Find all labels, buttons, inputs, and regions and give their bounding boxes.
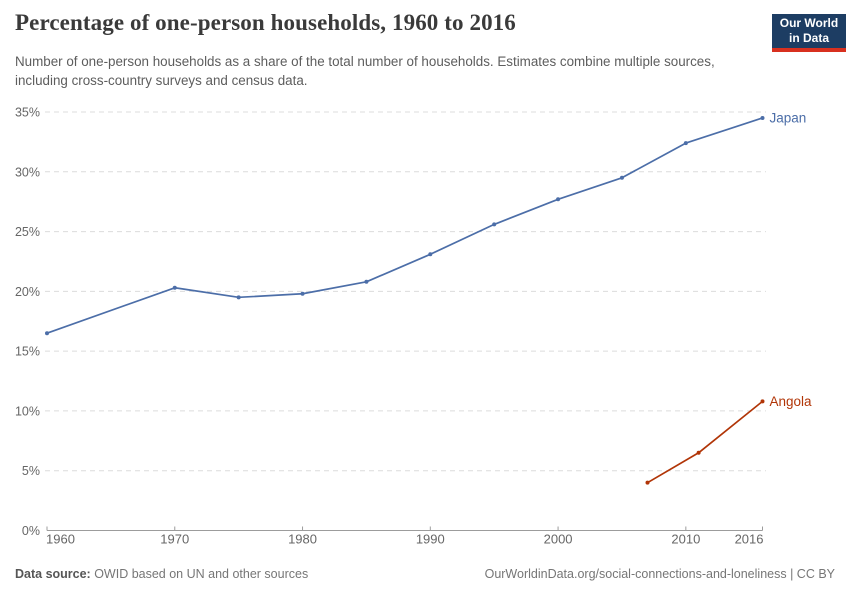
owid-logo[interactable]: Our World in Data bbox=[772, 14, 846, 52]
x-tick-label-2000: 2000 bbox=[544, 532, 573, 547]
x-tick-label-2010: 2010 bbox=[671, 532, 700, 547]
data-point-japan-1980[interactable] bbox=[300, 291, 305, 296]
data-point-japan-1985[interactable] bbox=[364, 279, 369, 284]
series-label-angola[interactable]: Angola bbox=[770, 394, 813, 409]
data-point-japan-2016[interactable] bbox=[760, 115, 765, 120]
y-tick-label-25: 25% bbox=[15, 225, 40, 239]
data-point-japan-1960[interactable] bbox=[45, 331, 49, 336]
owid-logo-line2: in Data bbox=[788, 31, 829, 45]
series-label-japan[interactable]: Japan bbox=[770, 110, 807, 125]
data-point-japan-2000[interactable] bbox=[556, 197, 561, 202]
data-point-angola-2016[interactable] bbox=[760, 399, 765, 404]
data-source-text: OWID based on UN and other sources bbox=[90, 567, 309, 581]
x-tick-label-2016: 2016 bbox=[735, 532, 764, 547]
chart-title: Percentage of one-person households, 196… bbox=[15, 10, 516, 35]
y-tick-label-0: 0% bbox=[22, 524, 40, 538]
x-tick-label-1990: 1990 bbox=[416, 532, 445, 547]
data-point-japan-2010[interactable] bbox=[683, 141, 688, 146]
y-tick-label-35: 35% bbox=[15, 106, 40, 120]
chart-footer: Data source: OWID based on UN and other … bbox=[15, 567, 835, 581]
data-point-japan-1995[interactable] bbox=[492, 222, 497, 227]
y-tick-label-10: 10% bbox=[15, 404, 40, 418]
data-point-japan-1990[interactable] bbox=[428, 252, 433, 257]
y-tick-label-15: 15% bbox=[15, 345, 40, 359]
x-tick-label-1980: 1980 bbox=[288, 532, 317, 547]
owid-logo-line1: Our World bbox=[779, 16, 839, 31]
data-source-note: Data source: OWID based on UN and other … bbox=[15, 567, 308, 581]
data-point-angola-2007[interactable] bbox=[645, 480, 650, 485]
data-point-japan-1970[interactable] bbox=[172, 285, 177, 290]
x-tick-label-1960: 1960 bbox=[46, 532, 75, 547]
y-tick-label-5: 5% bbox=[22, 464, 40, 478]
y-tick-label-20: 20% bbox=[15, 285, 40, 299]
data-point-angola-2011[interactable] bbox=[696, 450, 701, 455]
x-tick-label-1970: 1970 bbox=[160, 532, 189, 547]
chart-subtitle: Number of one-person households as a sha… bbox=[15, 54, 715, 89]
data-point-japan-2005[interactable] bbox=[619, 175, 624, 180]
data-source-label: Data source: bbox=[15, 567, 91, 581]
credit-link[interactable]: OurWorldinData.org/social-connections-an… bbox=[484, 567, 835, 581]
y-tick-label-30: 30% bbox=[15, 165, 40, 179]
data-point-japan-1975[interactable] bbox=[236, 295, 241, 300]
series-line-japan[interactable] bbox=[46, 117, 764, 335]
